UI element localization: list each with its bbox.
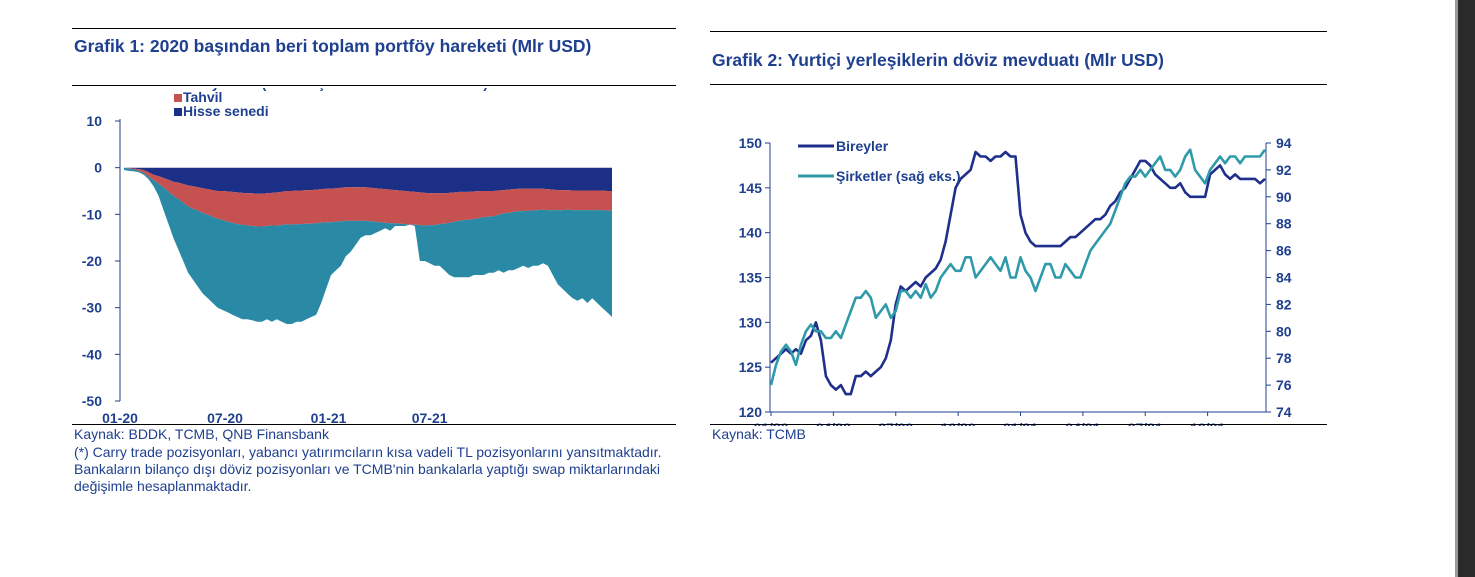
right-y-tick-label: 90 xyxy=(1276,189,1292,205)
right-y-tick-label: 88 xyxy=(1276,216,1292,232)
left-y-tick-label: 125 xyxy=(739,359,763,375)
x-tick-label: 01/20 xyxy=(753,420,788,426)
y-tick-label: -40 xyxy=(82,346,102,362)
top-rule xyxy=(72,28,676,29)
x-tick-label: 01/21 xyxy=(1003,420,1038,426)
x-tick-label: 07/21 xyxy=(1128,420,1163,426)
right-y-tick-label: 74 xyxy=(1276,404,1292,420)
x-tick-label: 04/21 xyxy=(1065,420,1100,426)
top-rule xyxy=(710,31,1327,32)
right-y-tick-label: 78 xyxy=(1276,350,1292,366)
legend-label: Carry trade (2020 başından itibaren kümü… xyxy=(183,88,488,91)
chart-1-footnote: (*) Carry trade pozisyonları, yabancı ya… xyxy=(74,444,662,494)
y-tick-label: 0 xyxy=(94,160,102,176)
title-rule xyxy=(72,85,676,86)
series-carry-trade-area xyxy=(124,167,612,324)
series-hisse-senedi-area xyxy=(124,167,612,194)
chart-1-source: Kaynak: BDDK, TCMB, QNB Finansbank xyxy=(74,426,329,442)
x-tick-label: 01-20 xyxy=(102,410,138,426)
right-y-tick-label: 80 xyxy=(1276,323,1292,339)
chart-2-title: Grafik 2: Yurtiçi yerleşiklerin döviz me… xyxy=(712,50,1164,70)
right-y-tick-label: 76 xyxy=(1276,377,1292,393)
bottom-rule xyxy=(710,424,1327,425)
series-sirketler-line xyxy=(769,148,1267,386)
legend-label: Bireyler xyxy=(836,138,889,154)
y-tick-label: -20 xyxy=(82,253,102,269)
chart-2-line-chart: 150 145 140 135 130 125 120 94 92 90 88 86 84 82 80 78 7… xyxy=(739,135,1292,426)
x-tick-label: 04/20 xyxy=(816,420,851,426)
left-y-tick-label: 140 xyxy=(739,225,763,241)
window-scrollbar-area[interactable] xyxy=(1458,0,1475,577)
left-y-tick-label: 135 xyxy=(739,270,763,286)
right-y-tick-label: 94 xyxy=(1276,135,1292,151)
y-tick-label: -10 xyxy=(82,206,102,222)
right-y-tick-label: 86 xyxy=(1276,243,1292,259)
left-y-tick-label: 130 xyxy=(739,314,763,330)
right-y-tick-label: 92 xyxy=(1276,162,1292,178)
x-tick-label: 07-20 xyxy=(207,410,243,426)
y-tick-label: 10 xyxy=(86,113,102,129)
y-tick-label: -30 xyxy=(82,300,102,316)
right-y-tick-label: 82 xyxy=(1276,296,1292,312)
x-tick-label: 07-21 xyxy=(412,410,448,426)
y-tick-label: -50 xyxy=(82,393,102,409)
title-rule xyxy=(710,84,1327,85)
legend-label: Hisse senedi xyxy=(183,103,269,119)
left-y-tick-label: 150 xyxy=(739,135,763,151)
right-y-tick-label: 84 xyxy=(1276,270,1292,286)
window-edge-line xyxy=(1455,0,1458,577)
left-y-tick-label: 145 xyxy=(739,180,763,196)
x-tick-label: 10/20 xyxy=(941,420,976,426)
chart-1-title: Grafik 1: 2020 başından beri toplam port… xyxy=(74,36,592,56)
left-y-tick-label: 120 xyxy=(739,404,763,420)
series-tahvil-area xyxy=(124,167,612,227)
legend-swatch xyxy=(174,94,182,102)
x-tick-label: 10/21 xyxy=(1190,420,1225,426)
legend-label: Tahvil xyxy=(183,89,222,105)
chart-2-source: Kaynak: TCMB xyxy=(712,426,806,442)
series-bireyler-line xyxy=(770,150,1266,396)
legend-swatch xyxy=(174,108,182,116)
x-tick-label: 07/20 xyxy=(878,420,913,426)
legend-label: Şirketler (sağ eks.) xyxy=(836,168,961,184)
bottom-rule xyxy=(72,424,676,425)
x-tick-label: 01-21 xyxy=(311,410,347,426)
